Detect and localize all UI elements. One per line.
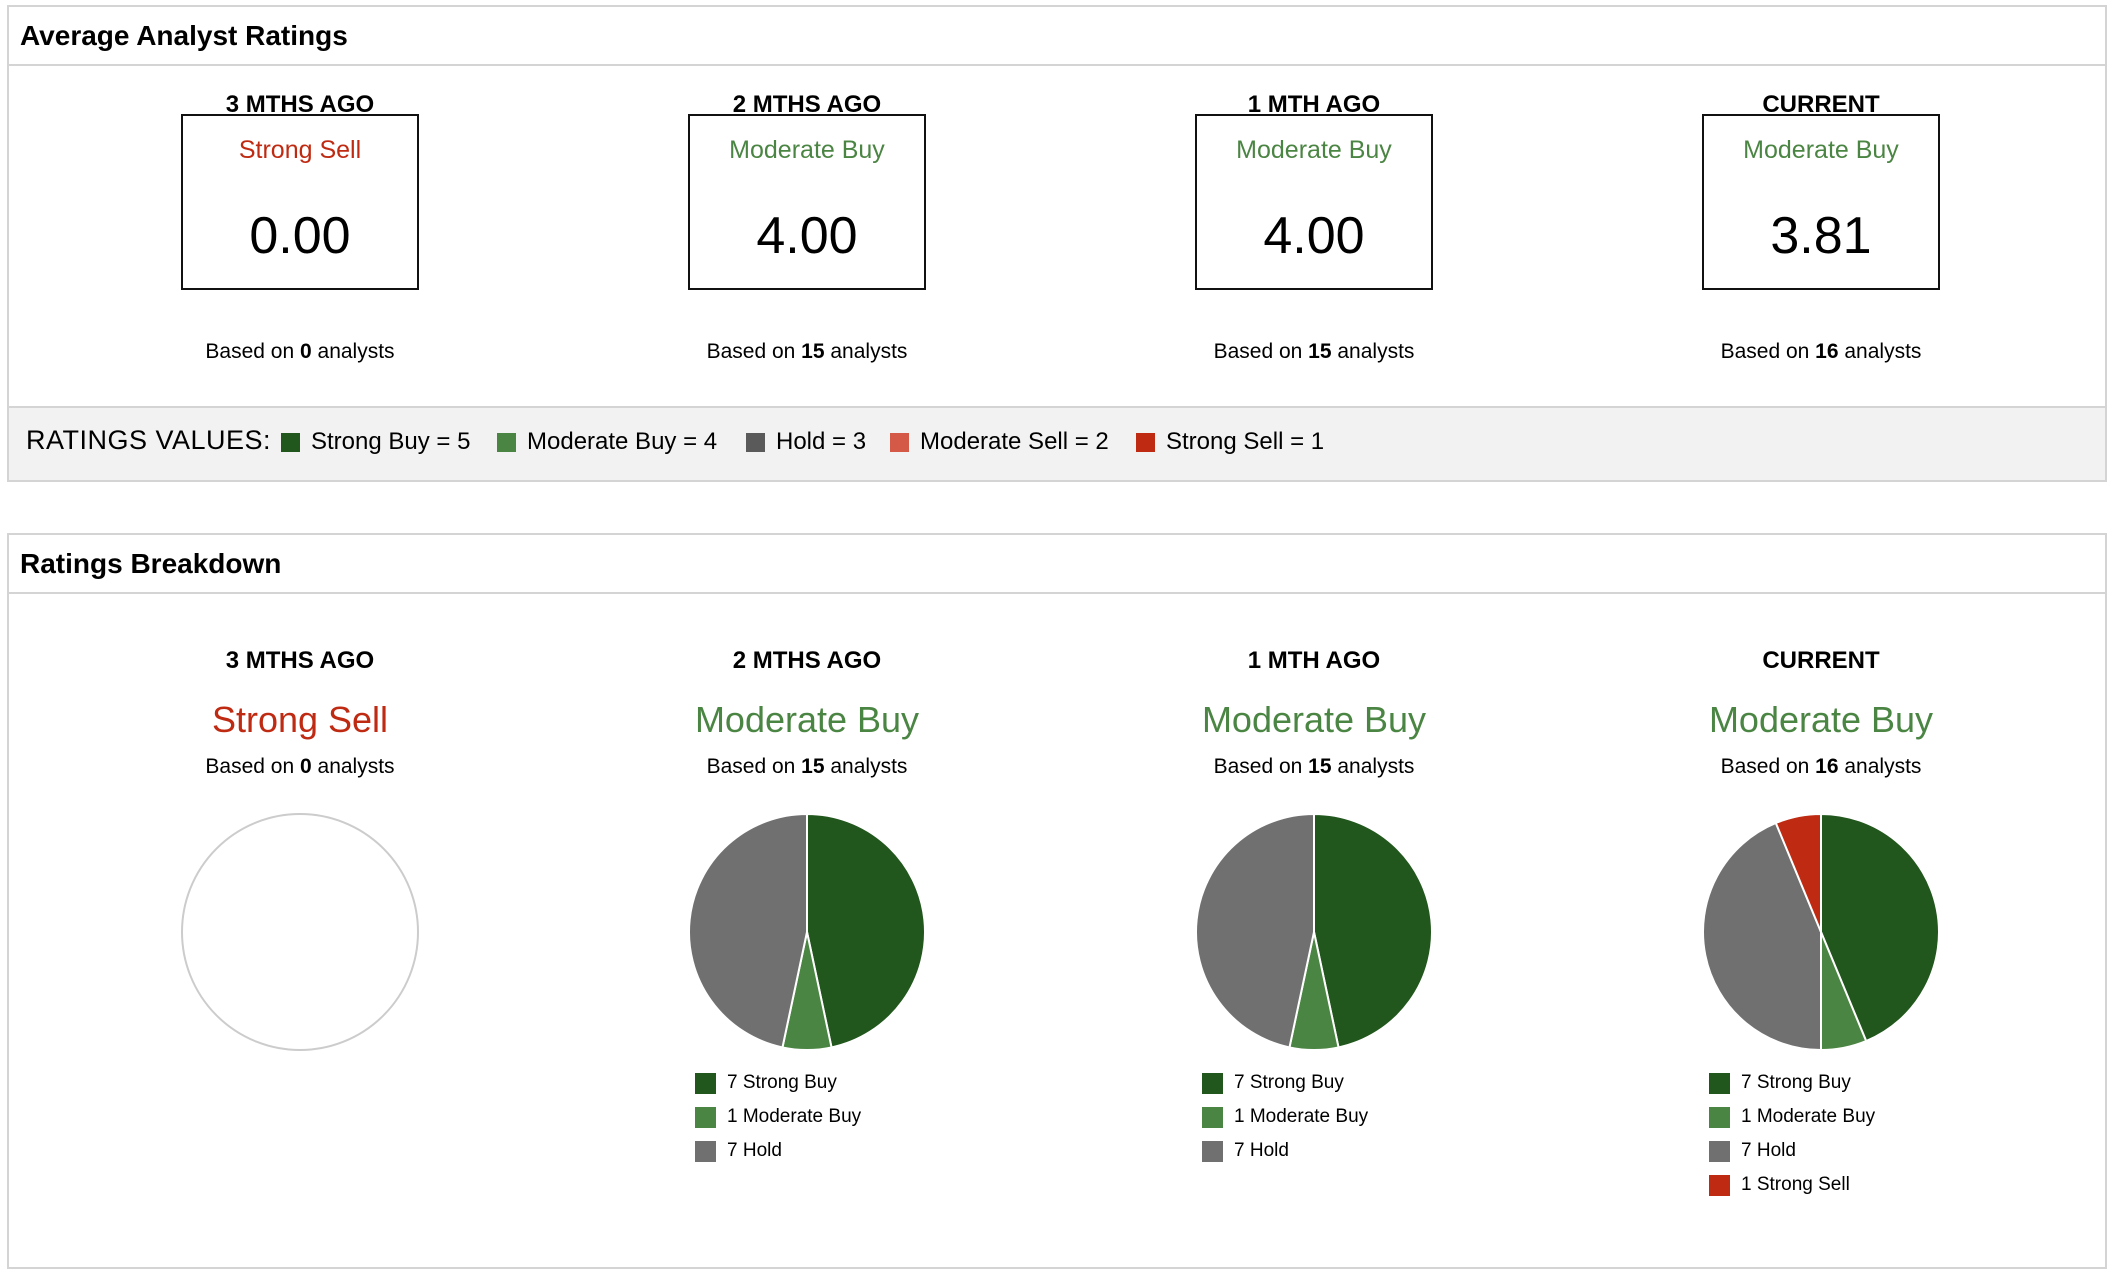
rating-name: Moderate Buy	[729, 136, 885, 164]
legend-label: 7 Strong Buy	[1234, 1072, 1344, 1093]
pie-chart	[181, 813, 419, 1051]
pie-chart	[1702, 813, 1940, 1051]
pie-legend-item: 7 Hold	[695, 1140, 782, 1162]
rating-name: Strong Sell	[211, 699, 389, 740]
rating-box: Strong Sell 0.00	[181, 114, 419, 290]
legend-swatch	[746, 432, 765, 452]
based-on-text: Based on 0 analysts	[205, 755, 395, 778]
pie-legend-item: 7 Strong Buy	[695, 1072, 837, 1094]
analyst-count: 16	[1815, 755, 1839, 778]
analyst-count: 15	[801, 755, 825, 778]
rating-score: 4.00	[756, 207, 858, 265]
legend-swatch	[1202, 1140, 1223, 1162]
legend-item-moderate-buy: Moderate Buy = 4	[497, 428, 717, 456]
period-label: CURRENT	[1762, 91, 1880, 118]
based-on-text: Based on 0 analysts	[205, 340, 395, 363]
rating-box: Moderate Buy 4.00	[688, 114, 926, 290]
legend-label: 7 Hold	[1741, 1140, 1796, 1161]
period-label: 1 MTH AGO	[1247, 647, 1381, 674]
legend-swatch	[1136, 432, 1155, 452]
legend-label: 1 Moderate Buy	[1741, 1106, 1876, 1127]
legend-swatch	[1709, 1072, 1730, 1094]
legend-swatch	[1202, 1106, 1223, 1128]
rating-name: Moderate Buy	[1708, 699, 1934, 740]
average-ratings-title: Average Analyst Ratings	[9, 7, 2105, 66]
pie-slice-strong-buy[interactable]	[806, 813, 926, 1049]
period-label: 1 MTH AGO	[1247, 91, 1381, 118]
pie-legend-item: 7 Hold	[1709, 1140, 1796, 1162]
legend-label: 1 Moderate Buy	[1234, 1106, 1369, 1127]
legend-swatch	[695, 1140, 716, 1162]
legend-swatch	[695, 1072, 716, 1094]
rating-name: Moderate Buy	[1201, 699, 1427, 740]
rating-name: Moderate Buy	[694, 699, 920, 740]
rating-box: Moderate Buy 4.00	[1195, 114, 1433, 290]
based-on-text: Based on 16 analysts	[1720, 755, 1922, 778]
legend-item-hold: Hold = 3	[746, 428, 866, 456]
legend-label: 7 Hold	[1234, 1140, 1289, 1161]
pie-legend-item: 7 Strong Buy	[1709, 1072, 1851, 1094]
rating-box: Moderate Buy 3.81	[1702, 114, 1940, 290]
legend-item-strong-buy: Strong Buy = 5	[281, 428, 470, 456]
based-on-text: Based on 15 analysts	[1213, 340, 1415, 363]
analyst-count: 15	[1308, 340, 1332, 363]
legend-title: RATINGS VALUES:	[26, 425, 272, 455]
analyst-count: 0	[300, 340, 312, 363]
rating-name: Moderate Buy	[1236, 136, 1392, 164]
analyst-count: 15	[1308, 755, 1332, 778]
legend-label: 7 Hold	[727, 1140, 782, 1161]
legend-swatch	[1709, 1106, 1730, 1128]
legend-swatch	[1202, 1072, 1223, 1094]
pie-slice-hold[interactable]	[1702, 821, 1822, 1051]
period-label: 3 MTHS AGO	[225, 91, 375, 118]
pie-legend-item: 1 Moderate Buy	[1709, 1106, 1875, 1128]
rating-score: 0.00	[249, 207, 351, 265]
legend-item-strong-sell: Strong Sell = 1	[1136, 428, 1324, 456]
based-on-text: Based on 16 analysts	[1720, 340, 1922, 363]
ratings-breakdown-title: Ratings Breakdown	[9, 535, 2105, 594]
pie-legend-item: 1 Moderate Buy	[1202, 1106, 1368, 1128]
legend-swatch	[890, 432, 909, 452]
legend-item-moderate-sell: Moderate Sell = 2	[890, 428, 1109, 456]
pie-legend-item: 7 Strong Buy	[1202, 1072, 1344, 1094]
pie-slice-strong-buy[interactable]	[1313, 813, 1433, 1049]
pie-legend-item: 7 Hold	[1202, 1140, 1289, 1162]
pie-chart	[688, 813, 926, 1051]
empty-pie	[181, 813, 419, 1051]
legend-swatch	[497, 432, 516, 452]
average-ratings-panel: Average Analyst Ratings 3 MTHS AGO Stron…	[7, 5, 2107, 482]
based-on-text: Based on 15 analysts	[1213, 755, 1415, 778]
rating-name: Strong Sell	[238, 136, 362, 164]
legend-label: 7 Strong Buy	[727, 1072, 837, 1093]
pie-slice-hold[interactable]	[688, 813, 808, 1049]
period-label: 2 MTHS AGO	[732, 91, 882, 118]
pie-chart	[1195, 813, 1433, 1051]
legend-swatch	[1709, 1140, 1730, 1162]
period-label: CURRENT	[1762, 647, 1880, 674]
pie-legend-item: 1 Moderate Buy	[695, 1106, 861, 1128]
pie-slice-strong-buy[interactable]	[1820, 813, 1940, 1043]
rating-score: 4.00	[1263, 207, 1365, 265]
legend-swatch	[281, 432, 300, 452]
legend-swatch	[1709, 1174, 1730, 1196]
period-label: 3 MTHS AGO	[225, 647, 375, 674]
legend-label: 1 Strong Sell	[1741, 1174, 1850, 1195]
based-on-text: Based on 15 analysts	[706, 340, 908, 363]
period-label: 2 MTHS AGO	[732, 647, 882, 674]
legend-label: 7 Strong Buy	[1741, 1072, 1851, 1093]
pie-slice-hold[interactable]	[1195, 813, 1315, 1049]
analyst-count: 0	[300, 755, 312, 778]
rating-name: Moderate Buy	[1743, 136, 1899, 164]
ratings-breakdown-panel: Ratings Breakdown 3 MTHS AGO Strong Sell…	[7, 533, 2107, 1269]
based-on-text: Based on 15 analysts	[706, 755, 908, 778]
pie-slice-strong-sell[interactable]	[1774, 813, 1822, 933]
rating-score: 3.81	[1770, 207, 1872, 265]
analyst-count: 16	[1815, 340, 1839, 363]
analyst-count: 15	[801, 340, 825, 363]
pie-legend-item: 1 Strong Sell	[1709, 1174, 1850, 1196]
legend-label: 1 Moderate Buy	[727, 1106, 862, 1127]
ratings-values-legend: RATINGS VALUES: Strong Buy = 5 Moderate …	[9, 406, 2105, 480]
legend-swatch	[695, 1106, 716, 1128]
